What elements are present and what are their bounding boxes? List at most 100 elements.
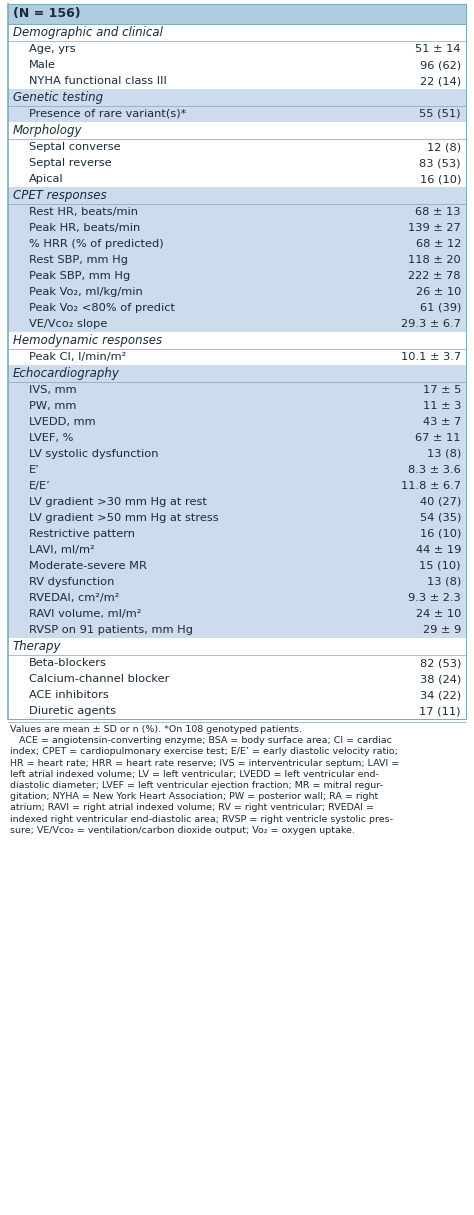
Text: 29 ± 9: 29 ± 9 — [423, 625, 461, 635]
Bar — [8, 316, 466, 332]
Text: Peak Vo₂, ml/kg/min: Peak Vo₂, ml/kg/min — [29, 287, 143, 296]
Text: 9.3 ± 2.3: 9.3 ± 2.3 — [408, 593, 461, 603]
Text: sure; VE/Vco₂ = ventilation/carbon dioxide output; Vo₂ = oxygen uptake.: sure; VE/Vco₂ = ventilation/carbon dioxi… — [10, 826, 355, 835]
Text: Peak Vo₂ <80% of predict: Peak Vo₂ <80% of predict — [29, 303, 175, 313]
Bar — [8, 606, 466, 622]
Text: Morphology: Morphology — [13, 124, 82, 137]
Text: 222 ± 78: 222 ± 78 — [409, 271, 461, 281]
Bar — [8, 590, 466, 606]
Bar — [8, 284, 466, 300]
Bar — [8, 399, 466, 414]
Text: left atrial indexed volume; LV = left ventricular; LVEDD = left ventricular end-: left atrial indexed volume; LV = left ve… — [10, 770, 379, 779]
Text: Septal reverse: Septal reverse — [29, 158, 111, 168]
Text: LVEF, %: LVEF, % — [29, 433, 73, 443]
Text: Age, yrs: Age, yrs — [29, 44, 76, 53]
Text: Beta-blockers: Beta-blockers — [29, 659, 107, 668]
Bar — [8, 236, 466, 252]
Text: Restrictive pattern: Restrictive pattern — [29, 529, 135, 539]
Bar — [8, 382, 466, 399]
Bar — [8, 24, 466, 41]
Text: HR = heart rate; HRR = heart rate reserve; IVS = interventricular septum; LAVI =: HR = heart rate; HRR = heart rate reserv… — [10, 758, 399, 768]
Bar — [8, 703, 466, 719]
Text: Peak CI, l/min/m²: Peak CI, l/min/m² — [29, 352, 126, 362]
Bar — [8, 526, 466, 542]
Text: 24 ± 10: 24 ± 10 — [416, 609, 461, 618]
Text: atrium; RAVI = right atrial indexed volume; RV = right ventricular; RVEDAI =: atrium; RAVI = right atrial indexed volu… — [10, 803, 374, 813]
Bar — [8, 430, 466, 446]
Text: Presence of rare variant(s)*: Presence of rare variant(s)* — [29, 109, 186, 119]
Text: 12 (8): 12 (8) — [427, 142, 461, 152]
Text: 51 ± 14: 51 ± 14 — [416, 44, 461, 53]
Text: 15 (10): 15 (10) — [419, 561, 461, 571]
Text: IVS, mm: IVS, mm — [29, 385, 77, 395]
Text: % HRR (% of predicted): % HRR (% of predicted) — [29, 239, 164, 249]
Text: Hemodynamic responses: Hemodynamic responses — [13, 334, 162, 347]
Text: PW, mm: PW, mm — [29, 401, 76, 411]
Bar — [8, 139, 466, 156]
Text: RVSP on 91 patients, mm Hg: RVSP on 91 patients, mm Hg — [29, 625, 193, 635]
Text: VE/Vco₂ slope: VE/Vco₂ slope — [29, 320, 108, 329]
Text: 61 (39): 61 (39) — [419, 303, 461, 313]
Text: Septal converse: Septal converse — [29, 142, 120, 152]
Bar — [8, 638, 466, 655]
Text: 16 (10): 16 (10) — [419, 529, 461, 539]
Bar — [8, 220, 466, 236]
Bar — [8, 655, 466, 671]
Text: 54 (35): 54 (35) — [419, 513, 461, 522]
Text: gitation; NYHA = New York Heart Association; PW = posterior wall; RA = right: gitation; NYHA = New York Heart Associat… — [10, 792, 378, 801]
Text: LVEDD, mm: LVEDD, mm — [29, 417, 96, 426]
Bar — [8, 542, 466, 558]
Text: diastolic diameter; LVEF = left ventricular ejection fraction; MR = mitral regur: diastolic diameter; LVEF = left ventricu… — [10, 781, 383, 790]
Text: 38 (24): 38 (24) — [420, 674, 461, 684]
Bar — [8, 671, 466, 686]
Text: Rest HR, beats/min: Rest HR, beats/min — [29, 207, 138, 217]
Text: 40 (27): 40 (27) — [420, 497, 461, 507]
Text: RV dysfunction: RV dysfunction — [29, 577, 114, 587]
Text: 29.3 ± 6.7: 29.3 ± 6.7 — [401, 320, 461, 329]
Text: 34 (22): 34 (22) — [420, 690, 461, 700]
Bar — [8, 73, 466, 89]
Text: 82 (53): 82 (53) — [419, 659, 461, 668]
Text: ACE inhibitors: ACE inhibitors — [29, 690, 109, 700]
Bar — [8, 573, 466, 590]
Text: 17 (11): 17 (11) — [419, 706, 461, 716]
Text: CPET responses: CPET responses — [13, 190, 107, 202]
Text: Male: Male — [29, 60, 56, 70]
Text: Apical: Apical — [29, 174, 64, 183]
Text: LV gradient >50 mm Hg at stress: LV gradient >50 mm Hg at stress — [29, 513, 219, 522]
Bar — [8, 477, 466, 495]
Bar — [8, 510, 466, 526]
Text: (N = 156): (N = 156) — [13, 7, 81, 21]
Text: 8.3 ± 3.6: 8.3 ± 3.6 — [408, 465, 461, 475]
Text: 26 ± 10: 26 ± 10 — [416, 287, 461, 296]
Bar — [8, 269, 466, 284]
Bar — [8, 204, 466, 220]
Text: 10.1 ± 3.7: 10.1 ± 3.7 — [401, 352, 461, 362]
Bar — [8, 89, 466, 106]
Text: Genetic testing: Genetic testing — [13, 91, 103, 104]
Bar — [8, 414, 466, 430]
Bar — [8, 300, 466, 316]
Bar — [8, 156, 466, 171]
Bar — [8, 332, 466, 349]
Text: Rest SBP, mm Hg: Rest SBP, mm Hg — [29, 255, 128, 265]
Text: 68 ± 12: 68 ± 12 — [416, 239, 461, 249]
Text: 68 ± 13: 68 ± 13 — [416, 207, 461, 217]
Bar — [8, 122, 466, 139]
Text: NYHA functional class III: NYHA functional class III — [29, 77, 167, 86]
Text: 118 ± 20: 118 ± 20 — [408, 255, 461, 265]
Text: 16 (10): 16 (10) — [419, 174, 461, 183]
Text: 13 (8): 13 (8) — [427, 450, 461, 459]
Bar — [8, 622, 466, 638]
Text: Calcium-channel blocker: Calcium-channel blocker — [29, 674, 169, 684]
Text: Echocardiography: Echocardiography — [13, 367, 120, 380]
Text: RVEDAI, cm²/m²: RVEDAI, cm²/m² — [29, 593, 119, 603]
Bar — [8, 252, 466, 269]
Text: Peak SBP, mm Hg: Peak SBP, mm Hg — [29, 271, 130, 281]
Bar — [8, 558, 466, 573]
Text: RAVI volume, ml/m²: RAVI volume, ml/m² — [29, 609, 141, 618]
Text: 17 ± 5: 17 ± 5 — [423, 385, 461, 395]
Text: 11.8 ± 6.7: 11.8 ± 6.7 — [401, 481, 461, 491]
Text: Diuretic agents: Diuretic agents — [29, 706, 116, 716]
Text: E/E’: E/E’ — [29, 481, 51, 491]
